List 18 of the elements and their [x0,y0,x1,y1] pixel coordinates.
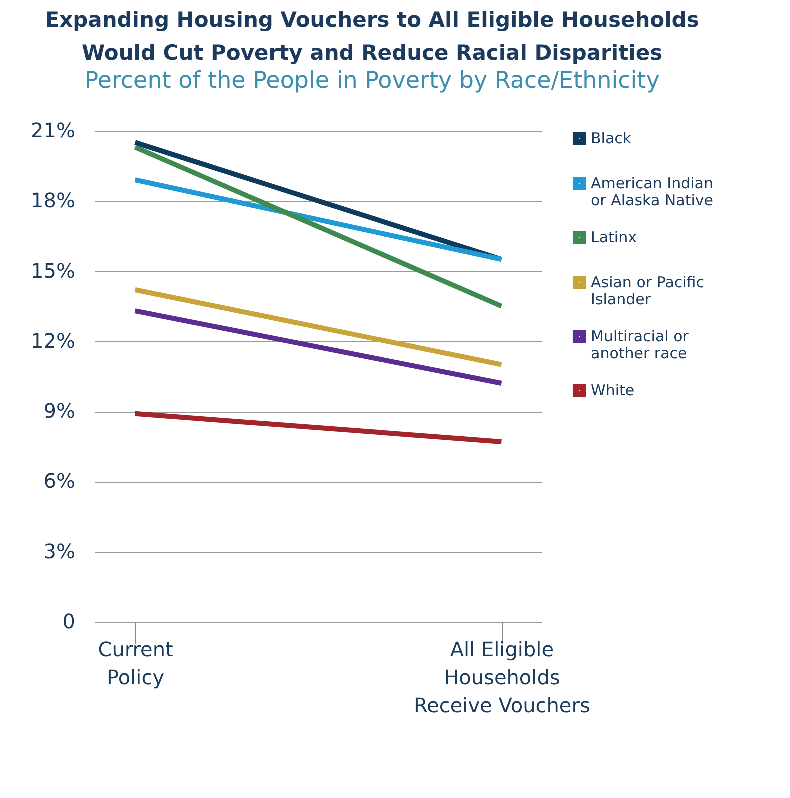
y-tick-label: 6% [44,469,76,494]
y-tick-label: 18% [31,188,76,213]
y-tick-label: 3% [44,539,76,564]
y-tick-label: 12% [31,328,76,353]
y-tick-label: 15% [31,258,76,283]
y-tick-label: 21% [31,118,76,142]
legend-label: American Indian or Alaska Native [591,174,714,210]
chart-subtitle: Percent of the People in Poverty by Race/Ethnicity [84,68,660,94]
legend-label: Asian or Pacific Islander [591,274,704,308]
legend-label: White [591,382,635,400]
legend-label: Latinx [591,228,638,246]
x-tick-label: Current Policy [98,638,174,690]
legend-label: Multiracial or another race [591,328,690,362]
y-tick-label: 0 [62,610,76,634]
x-tick-label: All Eligible Households Receive Vouchers [414,638,590,718]
chart-title: Expanding Housing Vouchers to All Eligible Households Would Cut Poverty and Reduce Racial Disparities [45,8,700,65]
legend-label: Black [591,130,632,148]
y-tick-label: 9% [44,399,76,424]
